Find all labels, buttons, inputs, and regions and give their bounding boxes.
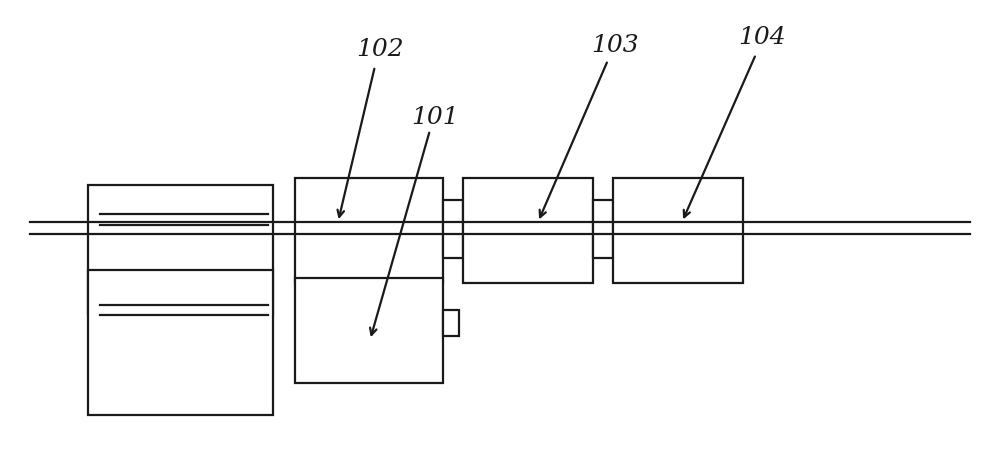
Text: 103: 103	[591, 34, 639, 56]
Bar	[443, 310, 459, 336]
Text: 102: 102	[356, 39, 404, 62]
Text: 104: 104	[738, 27, 786, 50]
Bar	[463, 178, 593, 283]
Text: 101: 101	[411, 106, 459, 129]
Bar	[593, 200, 613, 258]
Bar	[613, 178, 743, 283]
Bar	[295, 278, 443, 383]
Bar	[443, 200, 463, 258]
Bar	[295, 178, 443, 283]
Bar	[88, 185, 273, 315]
Bar	[88, 270, 273, 415]
